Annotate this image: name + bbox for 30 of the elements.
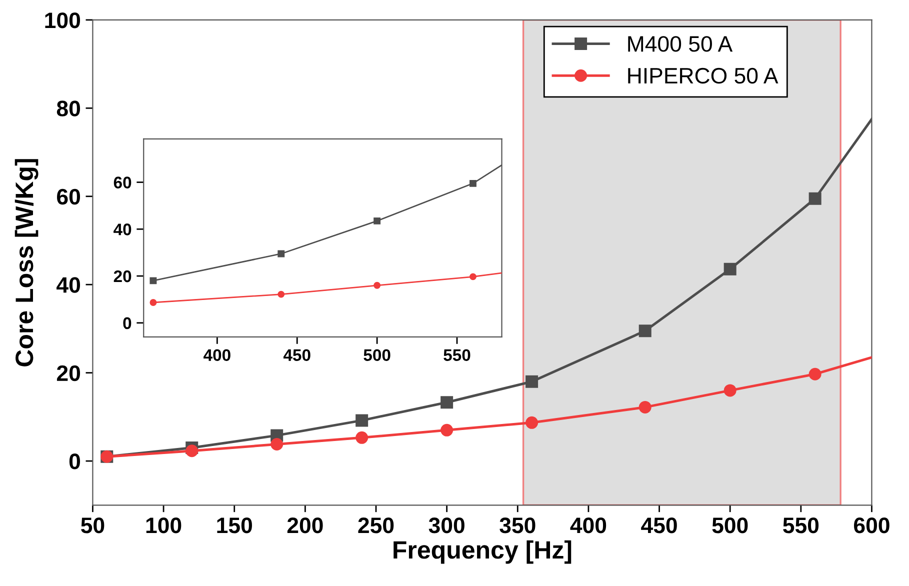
x-tick-label: 350 — [500, 518, 536, 534]
legend-label: M400 50 A — [628, 36, 733, 52]
y-tick-label: 20 — [114, 270, 132, 282]
x-axis-title: Frequency [Hz] — [394, 540, 572, 564]
y-tick-label: 20 — [56, 365, 80, 382]
x-tick-label: 100 — [146, 518, 182, 534]
y-tick-label: 0 — [123, 317, 132, 330]
y-axis-title: Core Loss [W/Kg] — [14, 159, 38, 366]
y-tick-label: 40 — [56, 277, 80, 293]
x-tick-label: 550 — [444, 349, 470, 361]
x-tick-label: 250 — [358, 518, 394, 534]
y-tick-label: 60 — [57, 188, 80, 205]
x-tick-label: 400 — [570, 518, 606, 534]
x-tick-label: 500 — [364, 349, 390, 361]
legend-label: HIPERCO 50 A — [628, 68, 778, 84]
x-tick-label: 500 — [712, 518, 748, 534]
y-tick-label: 40 — [114, 224, 132, 236]
x-tick-label: 150 — [217, 518, 252, 534]
x-tick-label: 50 — [81, 518, 104, 534]
y-tick-label: 0 — [69, 454, 80, 470]
x-tick-label: 450 — [283, 349, 310, 361]
x-tick-label: 550 — [783, 518, 819, 534]
y-tick-label: 60 — [114, 176, 132, 188]
y-tick-label: 100 — [45, 12, 80, 28]
x-tick-label: 300 — [428, 518, 464, 534]
x-tick-label: 600 — [854, 518, 890, 534]
x-tick-label: 400 — [204, 349, 230, 361]
y-tick-label: 80 — [56, 100, 80, 116]
x-tick-label: 450 — [641, 518, 677, 534]
x-tick-label: 200 — [287, 518, 323, 534]
